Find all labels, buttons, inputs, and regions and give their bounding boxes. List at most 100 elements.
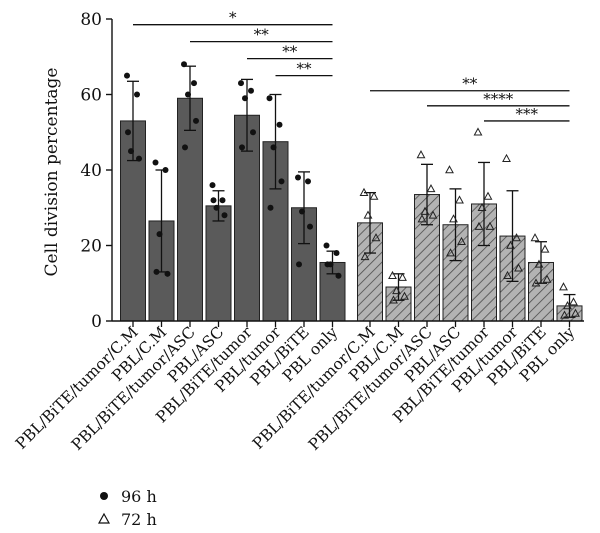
data-point xyxy=(571,308,580,317)
bar xyxy=(205,205,232,322)
data-point xyxy=(128,148,134,155)
data-point xyxy=(125,129,131,136)
legend-marker xyxy=(100,492,108,500)
data-point xyxy=(534,259,544,268)
data-point xyxy=(210,197,217,204)
y-tick-label: 0 xyxy=(91,312,102,332)
data-point xyxy=(185,91,191,98)
data-point xyxy=(242,95,248,102)
legend-marker xyxy=(97,512,111,524)
data-point xyxy=(540,244,550,253)
data-point xyxy=(124,72,130,79)
data-point xyxy=(359,187,369,196)
significance-label: ** xyxy=(297,60,313,78)
data-point xyxy=(542,274,552,283)
data-points-group xyxy=(124,61,580,319)
data-point xyxy=(248,87,254,94)
data-point xyxy=(560,310,569,319)
data-point xyxy=(239,144,245,151)
y-tick-label: 20 xyxy=(80,237,102,257)
significance-label: ** xyxy=(462,75,478,93)
data-point xyxy=(360,251,370,261)
data-point xyxy=(426,184,436,193)
data-point xyxy=(162,167,169,173)
data-point xyxy=(209,182,216,189)
legend-label: 72 h xyxy=(121,510,157,529)
data-point xyxy=(193,117,199,124)
significance-label: *** xyxy=(516,105,539,123)
data-point xyxy=(213,204,220,211)
data-point xyxy=(238,80,244,87)
data-point xyxy=(559,282,568,291)
data-point xyxy=(512,233,521,242)
data-point xyxy=(182,144,188,151)
y-tick-label: 60 xyxy=(80,86,102,106)
data-point xyxy=(514,263,523,272)
data-point xyxy=(219,197,226,204)
data-point xyxy=(156,231,163,238)
data-point xyxy=(474,221,484,230)
data-point xyxy=(333,250,340,257)
data-point xyxy=(477,202,487,212)
data-point xyxy=(371,233,381,242)
data-point xyxy=(363,210,373,219)
data-point xyxy=(457,236,466,246)
data-point xyxy=(335,272,342,279)
data-point xyxy=(445,165,454,174)
data-point xyxy=(388,270,397,279)
data-point xyxy=(181,61,187,68)
data-point xyxy=(530,233,540,242)
data-point xyxy=(531,278,541,287)
data-point xyxy=(278,178,285,185)
data-point xyxy=(305,178,311,185)
data-point xyxy=(276,121,283,128)
data-point xyxy=(164,270,171,277)
data-point xyxy=(503,270,512,279)
data-point xyxy=(389,295,398,304)
data-point xyxy=(250,129,256,136)
legend: 96 h 72 h xyxy=(97,487,157,529)
data-point xyxy=(369,191,379,200)
data-point xyxy=(446,248,455,257)
data-point xyxy=(296,261,302,268)
data-point xyxy=(307,223,313,230)
data-point xyxy=(506,240,515,249)
y-axis: 0 20 40 60 80 xyxy=(80,10,113,332)
data-point xyxy=(266,95,273,102)
y-tick-label: 80 xyxy=(80,10,102,30)
data-point xyxy=(221,212,228,219)
bar xyxy=(177,97,203,322)
significance-brackets: **************** xyxy=(133,9,570,123)
significance-label: ** xyxy=(254,26,270,44)
data-point xyxy=(152,159,159,166)
data-point xyxy=(323,242,330,249)
y-axis-label: Cell division percentage xyxy=(42,68,62,277)
data-point xyxy=(455,195,464,204)
significance-label: **** xyxy=(483,90,514,108)
data-point xyxy=(569,297,578,306)
data-point xyxy=(416,150,426,159)
data-point xyxy=(398,272,407,281)
data-point xyxy=(392,285,401,295)
data-point xyxy=(485,221,495,230)
significance-label: * xyxy=(229,9,237,27)
data-point xyxy=(295,174,301,181)
data-point xyxy=(428,210,438,219)
data-point xyxy=(400,291,409,300)
data-point xyxy=(417,214,427,223)
data-point xyxy=(563,301,572,310)
data-point xyxy=(324,261,331,268)
y-tick-label: 40 xyxy=(80,161,102,181)
data-point xyxy=(191,80,197,87)
data-point xyxy=(267,204,274,211)
x-axis: PBL/BiTE/tumor/C.MPBL/C.MPBL/BiTE/tumor/… xyxy=(12,320,584,454)
data-point xyxy=(483,191,493,200)
data-point xyxy=(153,268,160,275)
data-point xyxy=(473,127,483,136)
data-point xyxy=(136,155,142,162)
data-point xyxy=(449,214,458,223)
data-point xyxy=(420,206,430,215)
legend-label: 96 h xyxy=(121,487,157,506)
data-point xyxy=(502,153,511,162)
